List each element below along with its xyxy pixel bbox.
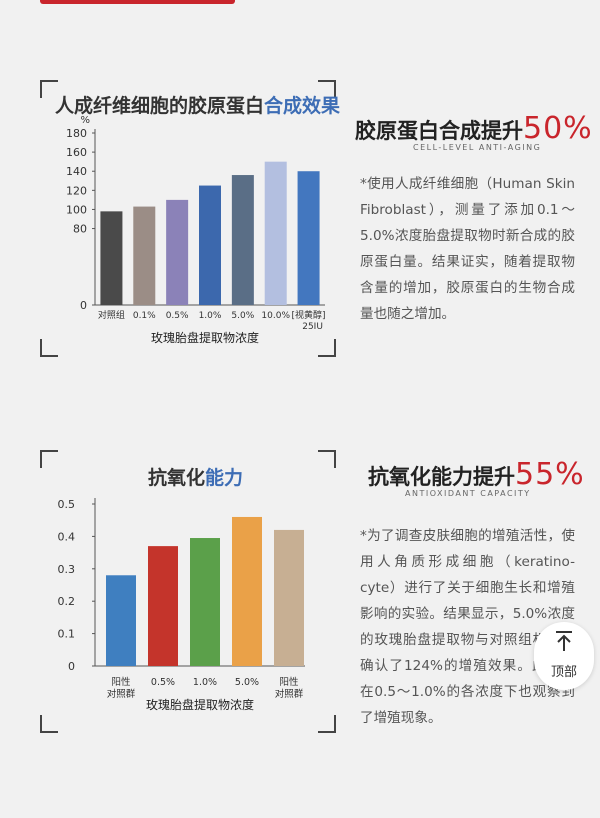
x-tick-label: 0.5% — [166, 311, 189, 321]
y-tick-label: 160 — [66, 146, 87, 159]
top-accent-strip — [40, 0, 235, 4]
y-tick-label: 0.1 — [58, 628, 76, 641]
x-tick-label: [视黄醇] — [292, 309, 326, 321]
section-paragraph: *为了调查皮肤细胞的增殖活性，使用人角质形成细胞（keratino-cyte）进… — [360, 528, 575, 726]
bar — [190, 538, 220, 666]
chart-title: 人成纤维细胞的胶原蛋白合成效果 — [55, 91, 340, 118]
x-tick-label: 阳性 — [111, 676, 131, 688]
x-tick-label: 0.1% — [133, 311, 156, 321]
heading-text: 抗氧化能力提升 — [368, 465, 515, 489]
bar — [264, 161, 287, 305]
y-tick-label: 0 — [80, 299, 87, 312]
frame-corner — [318, 80, 336, 98]
y-tick-label: 0.3 — [58, 563, 76, 576]
bar — [100, 211, 123, 305]
heading-percent: 50% — [523, 111, 593, 146]
frame-corner — [318, 715, 336, 733]
y-tick-label: 180 — [66, 127, 87, 140]
y-unit-label: % — [80, 115, 90, 126]
x-tick-sublabel: 25IU — [302, 322, 323, 332]
bar — [297, 171, 320, 305]
back-to-top-button[interactable]: 顶部 — [534, 622, 594, 690]
x-tick-label: 10.0% — [261, 311, 290, 321]
bar — [106, 575, 136, 666]
collagen-section: 人成纤维细胞的胶原蛋白合成效果 % 0 80 100 120 140 160 180 对照组 0.… — [0, 75, 600, 375]
x-tick-label: 5.0% — [235, 677, 259, 688]
arrow-up-icon — [534, 630, 594, 659]
x-tick-label: 对照组 — [98, 309, 125, 321]
x-tick-label: 5.0% — [231, 311, 254, 321]
frame-corner — [318, 339, 336, 357]
chart-title-prefix: 人成纤维细胞的胶原蛋白 — [55, 95, 265, 117]
chart-title: 抗氧化能力 — [148, 463, 243, 490]
x-tick-label: 阳性 — [279, 676, 299, 688]
section-heading: 抗氧化能力提升55% — [368, 457, 585, 492]
heading-percent: 55% — [515, 457, 585, 492]
chart-title-highlight: 能力 — [205, 467, 244, 489]
bar — [133, 206, 156, 305]
bar — [199, 185, 221, 305]
x-tick-sublabel: 对照群 — [275, 688, 304, 700]
y-tick-label: 140 — [66, 165, 87, 178]
section-heading: 胶原蛋白合成提升50% — [355, 111, 593, 146]
y-tick-label: 80 — [73, 223, 87, 236]
x-tick-sublabel: 对照群 — [107, 688, 136, 700]
heading-text: 胶原蛋白合成提升 — [355, 119, 523, 143]
y-tick-label: 0.2 — [58, 595, 76, 608]
back-to-top-label: 顶部 — [550, 665, 577, 680]
chart-title-highlight: 合成效果 — [264, 95, 341, 117]
x-axis-title: 玫瑰胎盘提取物浓度 — [146, 697, 254, 712]
x-axis-title: 玫瑰胎盘提取物浓度 — [151, 330, 259, 345]
x-tick-label: 1.0% — [193, 677, 217, 688]
section-paragraph: *使用人成纤维细胞（Human Skin Fibroblast），测量了添加0.… — [360, 176, 575, 322]
frame-corner — [40, 450, 58, 468]
frame-corner — [40, 715, 58, 733]
section-subheading: ANTIOXIDANT CAPACITY — [405, 489, 531, 498]
y-tick-label: 120 — [66, 184, 87, 197]
y-tick-label: 100 — [66, 203, 87, 216]
y-tick-label: 0.4 — [58, 530, 76, 543]
antioxidant-section: 抗氧化能力 0 0.1 0.2 0.3 0.4 0.5 阳性 对照群 0.5% 1.0% 5.0% 阳… — [0, 445, 600, 735]
bar — [274, 529, 304, 666]
bar — [232, 516, 262, 666]
bar — [166, 199, 189, 305]
frame-corner — [40, 80, 58, 98]
y-tick-label: 0.5 — [58, 498, 76, 511]
x-tick-label: 1.0% — [199, 311, 222, 321]
section-subheading: CELL-LEVEL ANTI-AGING — [413, 143, 542, 152]
x-tick-label: 0.5% — [151, 677, 175, 688]
bar — [148, 546, 178, 666]
bar — [231, 175, 254, 305]
frame-corner — [318, 450, 336, 468]
frame-corner — [40, 339, 58, 357]
chart-title-prefix: 抗氧化 — [148, 467, 206, 489]
y-tick-label: 0 — [68, 660, 75, 673]
collagen-bar-chart: % 0 80 100 120 140 160 180 对照组 0.1% 0.5% 1.0% 5.0% 10… — [66, 115, 326, 345]
